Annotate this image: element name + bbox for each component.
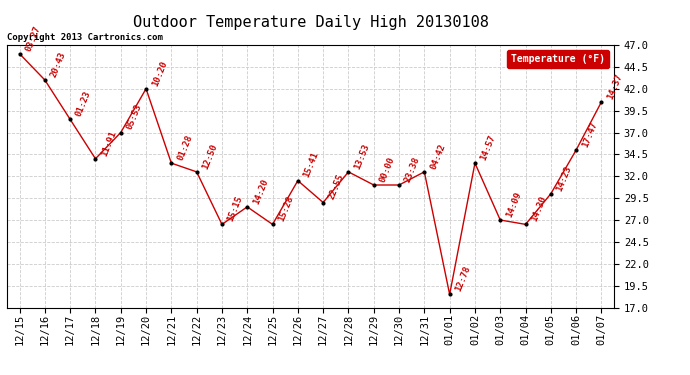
Text: 01:23: 01:23 — [75, 90, 92, 118]
Text: 12:78: 12:78 — [454, 265, 472, 293]
Text: 01:28: 01:28 — [175, 134, 194, 162]
Text: 13:53: 13:53 — [353, 142, 371, 171]
Text: 03:27: 03:27 — [23, 24, 42, 52]
Text: 11:91: 11:91 — [99, 129, 118, 158]
Text: 14:09: 14:09 — [504, 190, 523, 219]
Text: 20:43: 20:43 — [49, 50, 68, 79]
Text: 23:38: 23:38 — [403, 155, 422, 184]
Text: 15:41: 15:41 — [302, 151, 320, 179]
Text: 00:00: 00:00 — [378, 155, 396, 184]
Legend: Temperature (°F): Temperature (°F) — [507, 50, 609, 68]
Text: Copyright 2013 Cartronics.com: Copyright 2013 Cartronics.com — [7, 33, 163, 42]
Text: Outdoor Temperature Daily High 20130108: Outdoor Temperature Daily High 20130108 — [132, 15, 489, 30]
Text: 15:15: 15:15 — [226, 195, 244, 223]
Text: 05:53: 05:53 — [125, 103, 144, 131]
Text: 10:20: 10:20 — [150, 59, 168, 87]
Text: 22:55: 22:55 — [327, 173, 346, 201]
Text: 14:37: 14:37 — [606, 72, 624, 100]
Text: 14:57: 14:57 — [479, 134, 497, 162]
Text: 04:42: 04:42 — [428, 142, 447, 171]
Text: 14:30: 14:30 — [530, 195, 548, 223]
Text: 17:47: 17:47 — [580, 120, 599, 148]
Text: 14:20: 14:20 — [251, 177, 270, 206]
Text: 14:23: 14:23 — [555, 164, 573, 192]
Text: 12:50: 12:50 — [201, 142, 219, 171]
Text: 15:28: 15:28 — [277, 195, 295, 223]
